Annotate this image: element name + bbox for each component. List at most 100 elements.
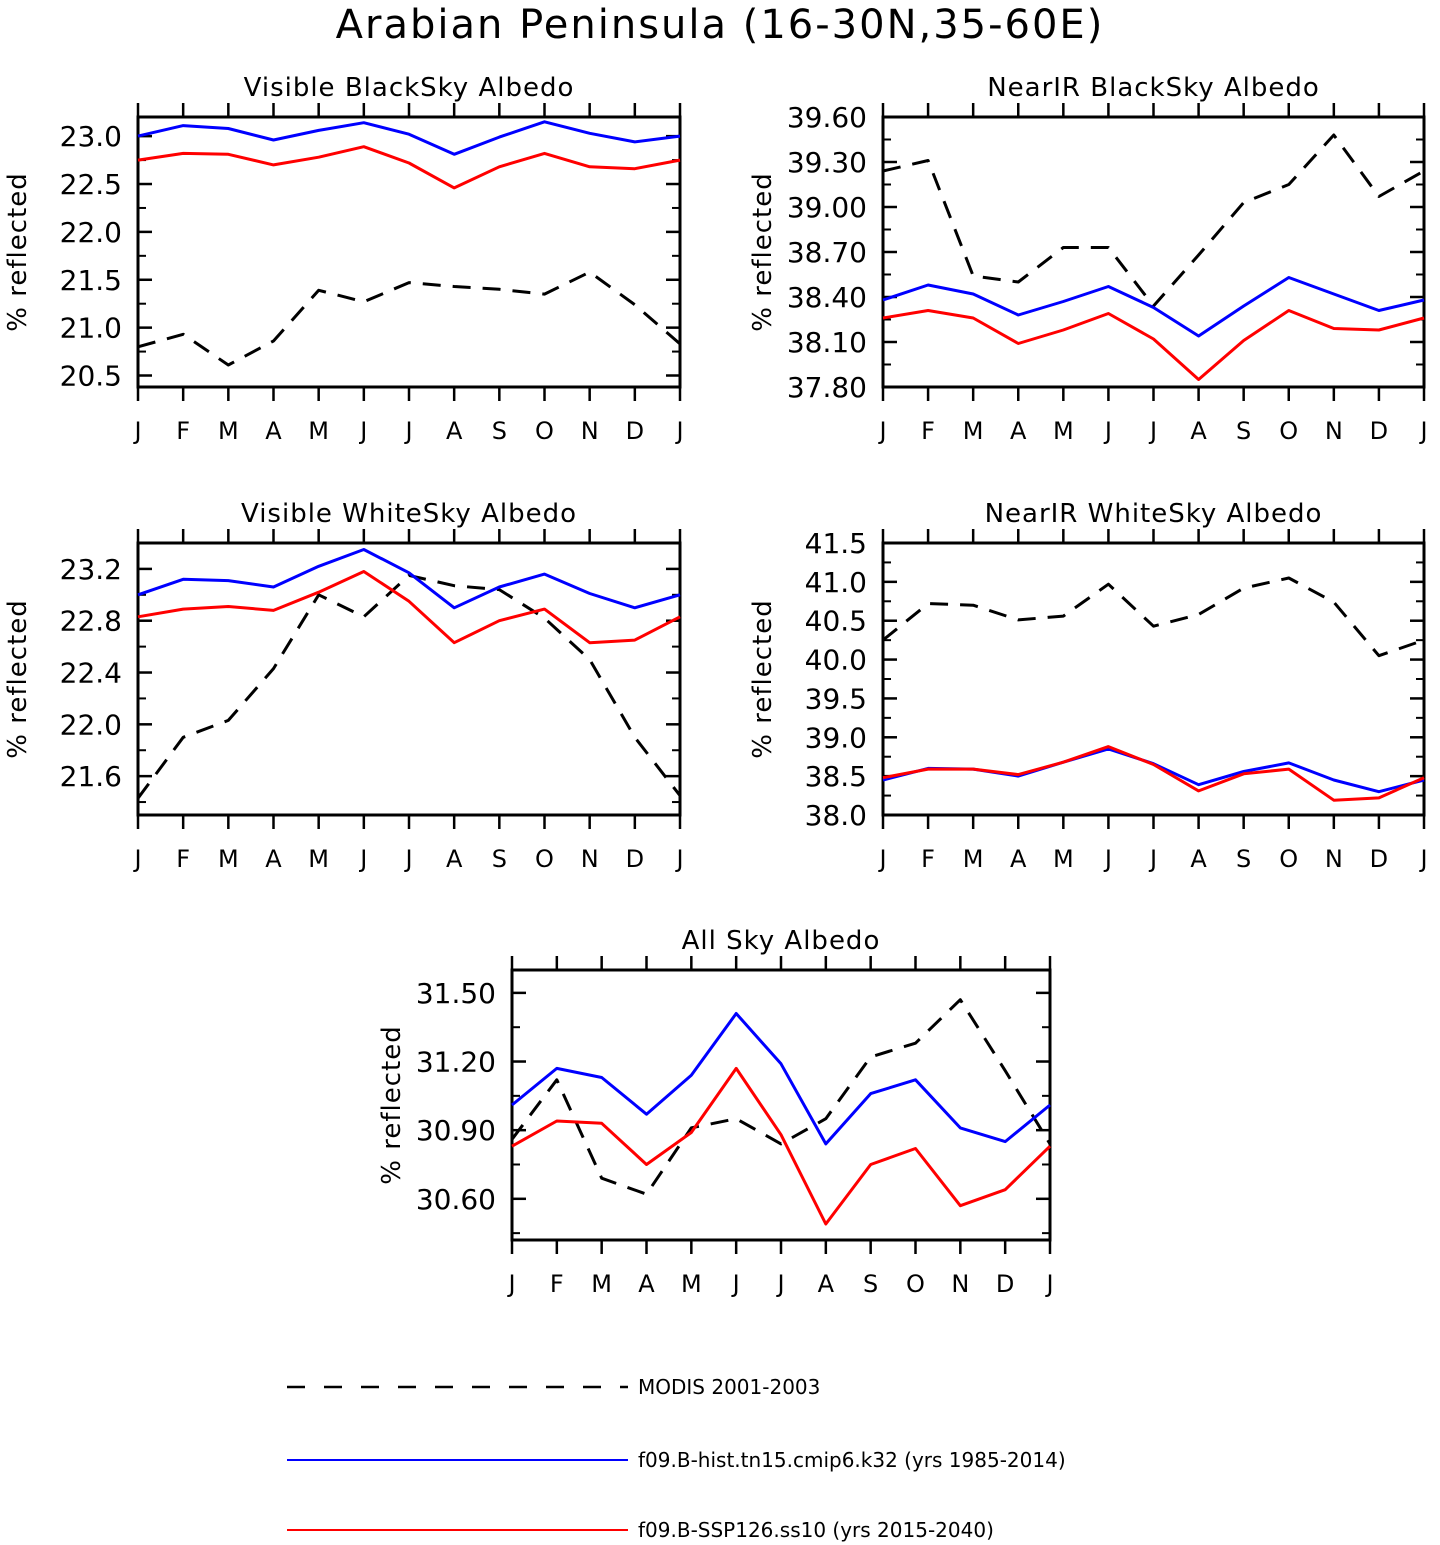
x-tick-label: S [863,1270,878,1298]
series-line-modis [510,998,1052,1196]
x-tick-label: J [877,417,886,445]
y-tick-label: 41.5 [805,527,867,560]
x-tick-label: J [1418,417,1427,445]
x-tick-label: A [1010,845,1027,873]
series-line-modis [882,576,1425,658]
series-line-modis [137,270,681,367]
x-tick-label: F [176,417,190,445]
y-tick-label: 38.5 [805,760,867,793]
y-axis-label: % reflected [377,1025,407,1184]
y-tick-label: 23.2 [60,553,122,586]
x-tick-label: S [1236,417,1251,445]
series-line-hist [137,120,681,156]
x-tick-label: J [358,845,367,873]
y-tick-label: 40.5 [805,605,867,638]
x-tick-label: N [581,417,599,445]
series-line-hist [511,1012,1051,1146]
x-tick-label: A [1190,845,1207,873]
legend-label-modis: MODIS 2001-2003 [638,1375,820,1399]
x-tick-label: M [1053,417,1074,445]
y-axis-label: % reflected [3,599,33,758]
y-tick-label: 20.5 [60,360,122,393]
x-tick-label: J [674,417,683,445]
x-tick-label: M [591,1270,612,1298]
x-tick-label: J [1418,845,1427,873]
y-tick-label: 39.5 [805,682,867,715]
x-tick-label: F [550,1270,564,1298]
x-tick-label: J [132,845,141,873]
y-tick-label: 41.0 [805,566,867,599]
y-tick-label: 31.20 [416,1046,496,1079]
plot-frame [136,115,682,389]
series-line-hist [137,548,681,610]
y-tick-label: 22.8 [60,605,122,638]
y-tick-label: 22.0 [60,216,122,249]
y-tick-label: 30.90 [416,1114,496,1147]
x-tick-label: D [1370,845,1388,873]
series-line-hist [882,276,1425,338]
panel-title: All Sky Albedo [682,926,881,956]
plot-frame [510,968,1052,1242]
y-tick-label: 21.5 [60,264,122,297]
y-tick-label: 30.60 [416,1183,496,1216]
y-tick-label: 40.0 [805,644,867,677]
x-tick-label: J [358,417,367,445]
series-line-ssp [882,745,1425,802]
plot-frame [136,541,682,817]
x-tick-label: A [1190,417,1207,445]
x-tick-label: S [492,417,507,445]
x-tick-label: F [921,845,935,873]
x-tick-label: A [638,1270,655,1298]
series-line-ssp [511,1066,1052,1226]
x-tick-label: N [1325,417,1343,445]
y-tick-label: 38.10 [787,326,867,359]
figure-title: Arabian Peninsula (16-30N,35-60E) [336,2,1105,48]
legend-label-ssp: f09.B-SSP126.ss10 (yrs 2015-2040) [638,1518,994,1542]
series-line-modis [882,133,1425,308]
x-tick-label: O [1279,845,1298,873]
y-tick-label: 21.6 [60,760,122,793]
x-tick-label: A [446,417,463,445]
panel-title: NearIR BlackSky Albedo [987,73,1320,103]
x-tick-label: D [626,417,644,445]
y-tick-label: 39.0 [805,721,867,754]
x-tick-label: N [951,1270,969,1298]
legend: MODIS 2001-2003 f09.B-hist.tn15.cmip6.k3… [287,1375,1066,1542]
x-tick-label: D [626,845,644,873]
x-tick-label: J [775,1270,784,1298]
y-tick-label: 38.70 [787,236,867,269]
series-line-ssp [137,570,681,645]
y-tick-label: 21.0 [60,312,122,345]
x-tick-label: M [218,845,239,873]
series-line-ssp [137,145,681,190]
x-tick-label: A [818,1270,835,1298]
x-tick-label: J [674,845,683,873]
y-tick-label: 39.30 [787,146,867,179]
y-axis-label: % reflected [3,172,33,331]
y-tick-label: 22.5 [60,168,122,201]
legend-label-hist: f09.B-hist.tn15.cmip6.k32 (yrs 1985-2014… [638,1448,1066,1472]
y-tick-label: 39.00 [787,191,867,224]
x-tick-label: F [176,845,190,873]
x-tick-label: F [921,417,935,445]
x-tick-label: M [308,845,329,873]
y-tick-label: 23.0 [60,120,122,153]
x-tick-label: S [492,845,507,873]
x-tick-label: S [1236,845,1251,873]
x-tick-label: J [1044,1270,1053,1298]
x-tick-label: D [996,1270,1014,1298]
x-tick-label: A [1010,417,1027,445]
x-tick-label: A [265,417,282,445]
series-line-modis [136,573,682,800]
y-tick-label: 37.80 [787,371,867,404]
x-tick-label: J [132,417,141,445]
series-line-ssp [882,309,1425,381]
y-tick-label: 22.4 [60,657,122,690]
x-tick-label: J [1148,845,1157,873]
x-tick-label: J [877,845,886,873]
x-tick-label: M [963,417,984,445]
